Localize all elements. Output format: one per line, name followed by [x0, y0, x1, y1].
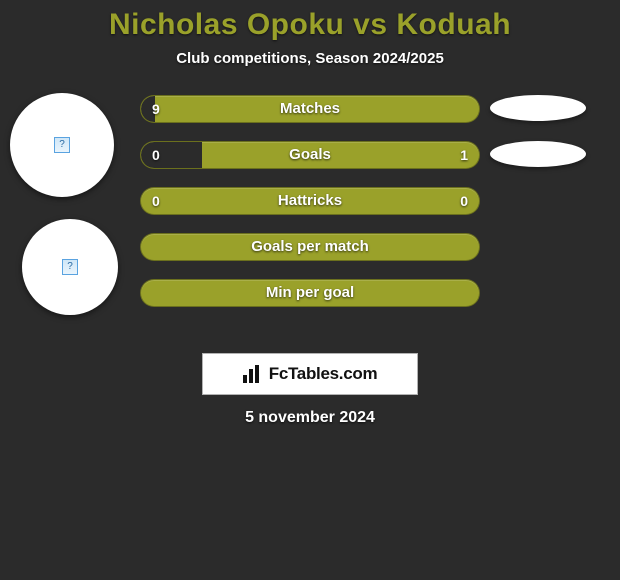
- comparison-title: Nicholas Opoku vs Koduah: [0, 8, 620, 42]
- stat-row: Goals per match: [140, 233, 480, 261]
- stat-row: Matches9: [140, 95, 480, 123]
- stat-chip: [490, 141, 586, 167]
- stat-row: Goals01: [140, 141, 480, 169]
- stat-bar-track: [140, 95, 480, 123]
- image-placeholder-icon: ?: [62, 259, 78, 275]
- brand-badge: FcTables.com: [202, 353, 418, 395]
- bars-icon: [243, 365, 263, 383]
- image-placeholder-icon: ?: [54, 137, 70, 153]
- stat-bars: Matches9 Goals01 Hattricks00 Goals per matc…: [140, 95, 480, 325]
- comparison-subtitle: Club competitions, Season 2024/2025: [0, 50, 620, 67]
- stat-bar-track: [140, 141, 480, 169]
- stat-chips: [490, 95, 586, 187]
- player2-photo: ?: [22, 219, 118, 315]
- brand-name: FcTables.com: [269, 364, 378, 384]
- stat-row: Hattricks00: [140, 187, 480, 215]
- brand-domain-text: .com: [339, 364, 377, 383]
- brand-name-text: FcTables: [269, 364, 339, 383]
- snapshot-date: 5 november 2024: [0, 409, 620, 427]
- stat-bar-track: [140, 187, 480, 215]
- stat-bar-left-fill: [141, 142, 202, 168]
- stat-bar-track: [140, 233, 480, 261]
- stat-bar-left-fill: [141, 96, 155, 122]
- stat-chip: [490, 95, 586, 121]
- comparison-stage: ? ? Matches9 Goals01 Hattricks00 Goals per …: [0, 85, 620, 345]
- stat-bar-track: [140, 279, 480, 307]
- stat-row: Min per goal: [140, 279, 480, 307]
- player1-photo: ?: [10, 93, 114, 197]
